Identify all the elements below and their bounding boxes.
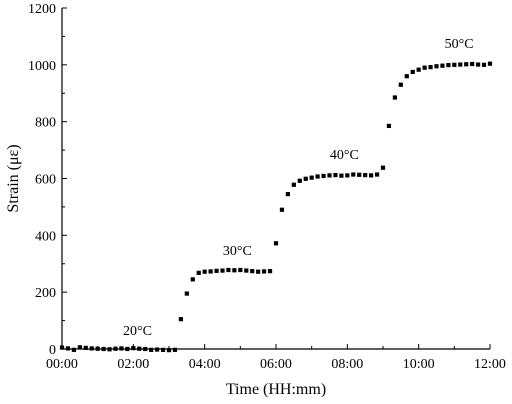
- data-point: [95, 346, 100, 351]
- data-point: [285, 192, 290, 197]
- x-tick-label: 10:00: [403, 357, 435, 372]
- data-point: [119, 346, 124, 351]
- data-point: [369, 173, 374, 178]
- data-point: [202, 269, 207, 274]
- y-tick-label: 1200: [28, 2, 56, 17]
- data-point: [315, 174, 320, 179]
- data-point: [487, 61, 493, 66]
- y-tick-label: 800: [35, 116, 56, 131]
- data-point: [190, 277, 195, 282]
- data-point: [143, 346, 148, 352]
- data-point: [178, 317, 183, 322]
- data-point: [101, 346, 106, 352]
- data-point: [273, 241, 279, 246]
- data-point: [291, 182, 296, 187]
- data-point: [155, 347, 160, 352]
- data-point: [380, 165, 386, 170]
- data-point: [256, 269, 261, 274]
- x-tick-label: 00:00: [46, 357, 78, 372]
- data-point: [160, 347, 166, 352]
- data-point: [250, 269, 255, 274]
- data-points: [59, 61, 493, 353]
- x-tick-label: 02:00: [117, 357, 149, 372]
- data-point: [83, 345, 88, 350]
- data-point: [452, 62, 457, 67]
- data-point: [357, 172, 362, 177]
- data-point: [446, 63, 451, 68]
- data-point: [279, 207, 285, 212]
- data-point: [392, 95, 397, 100]
- data-point: [434, 64, 439, 69]
- x-tick-label: 08:00: [331, 357, 363, 372]
- x-tick-label: 06:00: [260, 357, 292, 372]
- data-point: [113, 346, 118, 351]
- data-point: [196, 270, 201, 275]
- data-point: [458, 62, 463, 67]
- x-ticks: 00:00 02:00 04:00 06:00 08:00 10:00 12:00: [46, 344, 506, 372]
- data-point: [363, 172, 368, 178]
- y-axis-title: Strain (με): [5, 144, 22, 212]
- data-point: [476, 62, 481, 67]
- data-point: [149, 347, 154, 352]
- y-tick-label: 1000: [28, 59, 56, 74]
- data-point: [416, 67, 421, 72]
- data-point: [404, 74, 409, 79]
- data-point: [214, 268, 219, 273]
- data-point: [386, 123, 392, 129]
- y-tick-label: 0: [49, 343, 56, 358]
- data-point: [345, 173, 350, 178]
- plot-frame: [61, 8, 490, 350]
- data-point: [428, 65, 433, 70]
- data-point: [309, 175, 314, 180]
- data-point: [59, 345, 65, 350]
- data-point: [226, 267, 231, 273]
- data-point: [232, 268, 237, 273]
- data-point: [422, 65, 427, 70]
- data-point: [374, 172, 380, 177]
- data-point: [297, 178, 302, 183]
- temperature-annotation: 40°C: [330, 148, 359, 163]
- data-point: [267, 269, 273, 274]
- data-point: [77, 345, 82, 350]
- data-point: [470, 61, 475, 67]
- data-point: [137, 346, 142, 351]
- data-point: [172, 347, 178, 352]
- x-tick-label: 04:00: [189, 357, 221, 372]
- data-point: [244, 268, 249, 273]
- data-point: [238, 267, 243, 273]
- data-point: [89, 346, 94, 351]
- data-point: [131, 346, 136, 351]
- data-point: [481, 62, 487, 67]
- y-tick-label: 200: [35, 286, 56, 301]
- data-point: [410, 69, 415, 75]
- x-axis-title: Time (HH:mm): [226, 381, 326, 398]
- data-point: [303, 176, 308, 181]
- data-point: [107, 347, 112, 352]
- data-point: [125, 346, 130, 352]
- data-point: [351, 172, 356, 177]
- temperature-annotation: 20°C: [123, 324, 152, 339]
- x-tick-label: 12:00: [474, 357, 506, 372]
- y-tick-label: 400: [35, 229, 56, 244]
- data-point: [184, 291, 189, 296]
- data-point: [398, 82, 403, 87]
- data-point: [464, 62, 469, 67]
- data-point: [220, 268, 225, 273]
- y-tick-label: 600: [35, 173, 56, 188]
- data-point: [321, 173, 326, 179]
- data-point: [65, 346, 71, 351]
- annotations: 20°C 30°C 40°C 50°C: [123, 37, 474, 339]
- temperature-annotation: 50°C: [445, 37, 474, 52]
- data-point: [208, 269, 213, 274]
- data-point: [71, 347, 76, 352]
- data-point: [333, 172, 338, 178]
- data-point: [262, 269, 267, 274]
- data-point: [440, 63, 445, 68]
- data-point: [339, 173, 344, 178]
- data-point: [327, 173, 332, 178]
- y-ticks: 0 200 400 600 800 1000 1200: [28, 2, 67, 358]
- data-point: [166, 348, 172, 353]
- temperature-annotation: 30°C: [223, 244, 252, 259]
